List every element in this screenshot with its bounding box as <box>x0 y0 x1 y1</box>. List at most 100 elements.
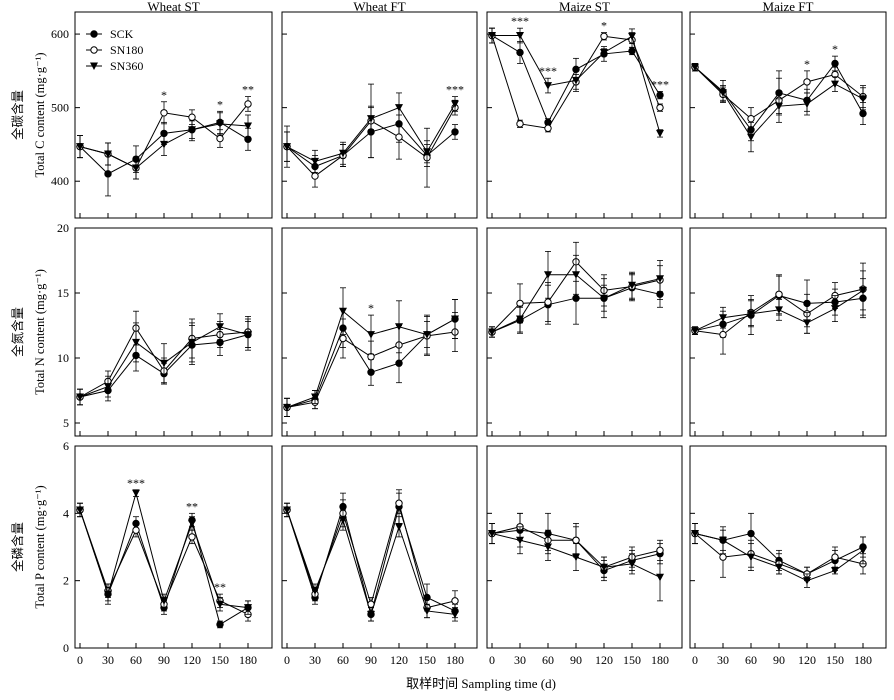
panel-title: Maize ST <box>559 0 610 14</box>
y-tick-label: 10 <box>57 351 69 365</box>
point-sn360 <box>76 393 84 401</box>
point-sck <box>831 59 839 68</box>
point-sn180 <box>244 100 252 108</box>
point-sn360 <box>339 516 347 525</box>
point-sck <box>516 48 524 57</box>
point-sn360 <box>104 383 112 391</box>
y-tick-label: 2 <box>63 574 69 588</box>
point-sck <box>747 529 755 538</box>
y-tick-label: 0 <box>63 641 69 655</box>
point-sn180 <box>311 172 319 180</box>
x-tick-label: 0 <box>284 653 290 667</box>
panel-r1-c0: 5 10 15 20 <box>57 221 273 437</box>
point-sn360 <box>572 76 580 85</box>
point-sn360 <box>803 319 811 327</box>
legend: SCK SN180 SN360 <box>86 27 143 73</box>
point-sn360 <box>544 543 552 551</box>
point-sn180 <box>656 546 664 555</box>
point-sn360 <box>600 48 608 57</box>
x-tick-label: 90 <box>158 653 170 667</box>
point-sn360 <box>160 140 168 149</box>
point-sn360 <box>859 546 867 555</box>
x-tick-label: 90 <box>773 653 785 667</box>
point-sn360 <box>283 143 291 151</box>
point-sn360 <box>367 610 375 619</box>
point-sn360 <box>775 306 783 314</box>
panel-title: Wheat ST <box>147 0 199 14</box>
legend-marker <box>90 46 98 54</box>
point-sn180 <box>395 133 403 141</box>
panel-frame <box>689 11 887 219</box>
panel-r1-c3 <box>689 227 887 437</box>
point-sn360 <box>188 519 196 528</box>
point-sn360 <box>188 126 196 134</box>
point-sn360 <box>216 600 224 609</box>
point-sn180 <box>831 553 839 561</box>
y-tick-label: 500 <box>51 101 69 115</box>
x-tick-label: 120 <box>595 653 613 667</box>
point-sn180 <box>451 597 459 605</box>
point-sn360 <box>803 577 811 585</box>
x-tick-label: 0 <box>489 653 495 667</box>
significance-label: * <box>832 42 838 56</box>
point-sn180 <box>544 124 552 132</box>
x-tick-label: 150 <box>211 653 229 667</box>
point-sn360 <box>516 315 524 323</box>
point-sn360 <box>423 148 431 156</box>
point-sn360 <box>719 89 727 97</box>
y-axis-label-cn: 全磷含量 <box>10 522 25 572</box>
point-sn360 <box>691 530 699 538</box>
point-sn360 <box>395 523 403 531</box>
point-sn360 <box>600 294 608 303</box>
y-axis-label-en: Total P content (mg·g⁻¹) <box>33 485 47 608</box>
point-sn360 <box>600 563 608 572</box>
x-tick-label: 120 <box>183 653 201 667</box>
legend-label: SN360 <box>110 59 143 73</box>
point-sn360 <box>283 506 291 514</box>
panel-frame <box>486 11 683 219</box>
significance-label: ** <box>242 83 254 97</box>
point-sn360 <box>488 32 496 40</box>
significance-label: * <box>368 301 374 315</box>
point-sn360 <box>628 32 636 41</box>
point-sn360 <box>544 82 552 90</box>
point-sn360 <box>656 275 664 283</box>
significance-label: *** <box>539 64 557 78</box>
point-sn360 <box>132 164 140 172</box>
panel-r1-c2 <box>486 227 683 437</box>
y-axis-label-cn: 全碳含量 <box>10 90 25 140</box>
point-sn360 <box>104 150 112 158</box>
point-sn360 <box>516 536 524 545</box>
point-sn180 <box>775 290 783 298</box>
point-sn360 <box>423 331 431 339</box>
point-sn360 <box>859 286 867 295</box>
legend-marker <box>90 30 98 38</box>
point-sn360 <box>160 359 168 368</box>
x-tick-label: 180 <box>239 653 257 667</box>
y-axis-label-cn: 全氮含量 <box>10 307 25 357</box>
x-tick-label: 150 <box>623 653 641 667</box>
point-sn180 <box>339 334 347 343</box>
point-sn360 <box>76 143 84 151</box>
x-tick-label: 30 <box>309 653 321 667</box>
point-sn180 <box>395 499 403 507</box>
significance-label: ** <box>186 499 198 513</box>
significance-label: * <box>601 19 607 33</box>
point-sn360 <box>311 587 319 595</box>
y-axis-label-en: Total C content (mg·g⁻¹) <box>33 52 47 177</box>
point-sn360 <box>803 100 811 108</box>
point-sn180 <box>719 330 727 339</box>
point-sck <box>572 294 580 302</box>
panel-frame <box>74 445 273 649</box>
x-tick-label: 120 <box>390 653 408 667</box>
point-sn360 <box>747 310 755 318</box>
point-sn360 <box>311 157 319 166</box>
point-sn180 <box>188 113 196 121</box>
point-sn360 <box>488 328 496 336</box>
point-sn360 <box>311 393 319 401</box>
point-sn360 <box>188 338 196 347</box>
point-sn360 <box>516 32 524 40</box>
point-sn360 <box>747 133 755 142</box>
significance-label: *** <box>651 77 669 91</box>
